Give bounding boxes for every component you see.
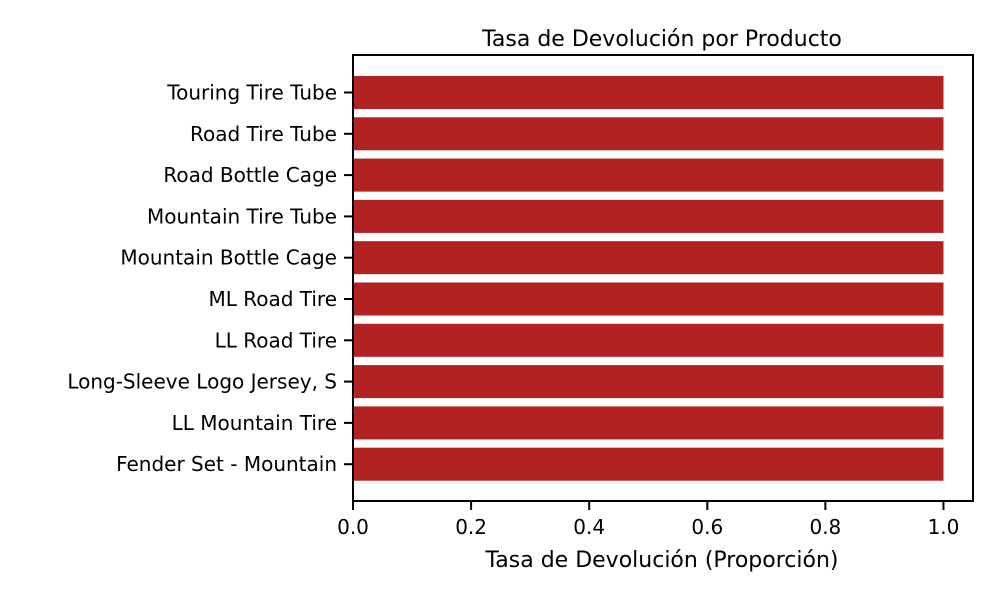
y-axis-ticks: Touring Tire Tube Road Tire Tube Road Bott… (67, 81, 353, 476)
bar (353, 75, 944, 110)
y-tick-label: Touring Tire Tube (166, 81, 337, 105)
plot-frame (352, 54, 974, 502)
x-tick-label: 0.8 (809, 515, 841, 539)
x-tick-label: 0.0 (337, 515, 369, 539)
bar (353, 323, 944, 357)
bar (353, 158, 944, 192)
x-tick-label: 1.0 (928, 515, 960, 539)
y-tick-label: Long-Sleeve Logo Jersey, S (67, 370, 337, 394)
x-tick-label: 0.4 (573, 515, 605, 539)
x-axis-ticks: 0.0 0.2 0.4 0.6 0.8 1.0 (337, 501, 959, 539)
x-axis-label: Tasa de Devolución (Proporción) (485, 548, 839, 573)
bars-group (353, 75, 944, 481)
y-tick-label: Mountain Tire Tube (147, 204, 337, 228)
chart-title: Tasa de Devolución por Producto (481, 27, 842, 52)
bar (353, 199, 944, 233)
y-tick-label: ML Road Tire (208, 287, 337, 311)
bar (353, 406, 944, 440)
x-tick-label: 0.6 (691, 515, 723, 539)
bar (353, 447, 944, 481)
bar (353, 241, 944, 275)
y-tick-label: LL Road Tire (215, 328, 337, 352)
y-tick-label: Road Tire Tube (190, 122, 337, 146)
bar (353, 117, 944, 151)
bar (353, 365, 944, 399)
y-tick-label: Road Bottle Cage (163, 163, 337, 187)
y-tick-label: Fender Set - Mountain (116, 452, 337, 476)
bar (353, 282, 944, 316)
y-tick-label: LL Mountain Tire (172, 411, 337, 435)
x-tick-label: 0.2 (455, 515, 487, 539)
y-tick-label: Mountain Bottle Cage (120, 246, 337, 270)
